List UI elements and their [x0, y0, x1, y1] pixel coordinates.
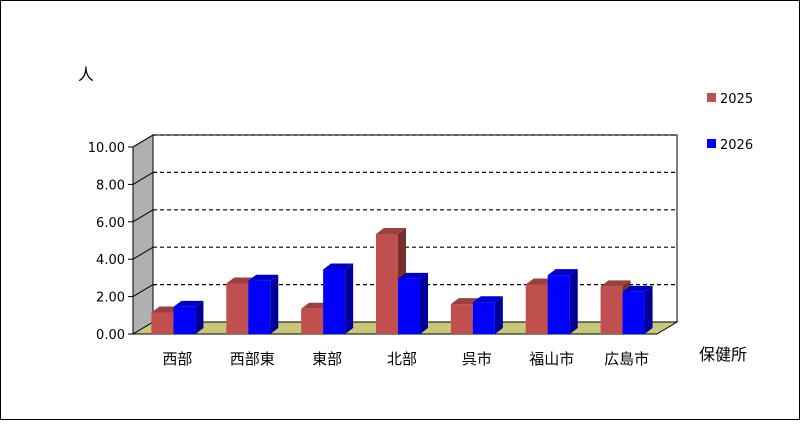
- bar-top: [376, 227, 406, 234]
- y-tick-label: 2.00: [96, 291, 125, 306]
- category-label: 呉市: [462, 350, 492, 368]
- gridline-diagonal: [132, 209, 154, 223]
- category-label: 西部東: [230, 350, 275, 368]
- bar-front: [248, 280, 271, 334]
- category-label: 広島市: [604, 350, 649, 368]
- bar-side: [494, 296, 503, 334]
- gridline-diagonal: [132, 134, 154, 148]
- y-tick-label: 4.00: [96, 253, 125, 268]
- bar-front: [301, 308, 324, 334]
- bars: [151, 227, 653, 334]
- category-label: 東部: [312, 350, 342, 368]
- category-label: 福山市: [529, 350, 574, 368]
- bar: [547, 269, 578, 334]
- bar: [173, 300, 204, 334]
- bar-top: [600, 280, 631, 287]
- category-label: 北部: [387, 350, 417, 368]
- legend-label: 2026: [720, 138, 753, 153]
- bar-front: [173, 306, 196, 334]
- gridline-diagonal: [132, 246, 154, 260]
- bar-front: [151, 312, 174, 334]
- bar-top: [248, 274, 279, 281]
- bar-side: [569, 269, 578, 334]
- bar-top: [173, 300, 204, 307]
- bar-top: [323, 263, 354, 270]
- bar: [248, 274, 279, 334]
- y-tick-label: 8.00: [96, 178, 125, 193]
- y-axis-label: 人: [78, 65, 94, 84]
- legend: 2025 2026: [707, 92, 753, 153]
- bar-front: [398, 278, 420, 334]
- category-labels: 西部 西部東 東部 北部 呉市 福山市 広島市: [162, 350, 649, 368]
- bar: [323, 263, 354, 334]
- y-tick-labels: 0.00 2.00 4.00 6.00 8.00 10.00: [88, 141, 125, 343]
- bar-top: [622, 285, 653, 292]
- category-label: 西部: [162, 350, 192, 368]
- back-wall-border: [153, 134, 678, 322]
- bar-top: [472, 296, 503, 303]
- bar: [622, 285, 653, 334]
- bar: [398, 272, 428, 334]
- side-wall: [132, 134, 154, 335]
- bar-front: [525, 284, 548, 334]
- y-tick-label: 0.00: [96, 328, 125, 343]
- bar-side: [420, 272, 428, 334]
- bar-front: [376, 233, 398, 334]
- bar-top: [547, 269, 578, 276]
- bar: [472, 296, 503, 334]
- legend-swatch: [707, 139, 716, 148]
- bar-top: [398, 272, 428, 279]
- bar-front: [472, 302, 495, 334]
- gridline-diagonal: [132, 284, 154, 298]
- bar-front: [600, 286, 623, 334]
- x-axis-label: 保健所: [699, 345, 747, 364]
- bar-side: [644, 285, 653, 334]
- y-tick-label: 6.00: [96, 216, 125, 231]
- bar-side: [270, 274, 279, 334]
- bar-front: [323, 269, 346, 334]
- bar-front: [450, 304, 473, 334]
- bar-front: [226, 283, 249, 334]
- bar-front: [547, 275, 570, 334]
- legend-swatch: [707, 93, 716, 102]
- bar-side: [345, 263, 354, 334]
- gridline-diagonal: [132, 171, 154, 185]
- bar-front: [622, 291, 645, 334]
- y-tick-label: 10.00: [88, 141, 125, 156]
- bar-side: [195, 300, 204, 334]
- legend-label: 2025: [720, 92, 753, 107]
